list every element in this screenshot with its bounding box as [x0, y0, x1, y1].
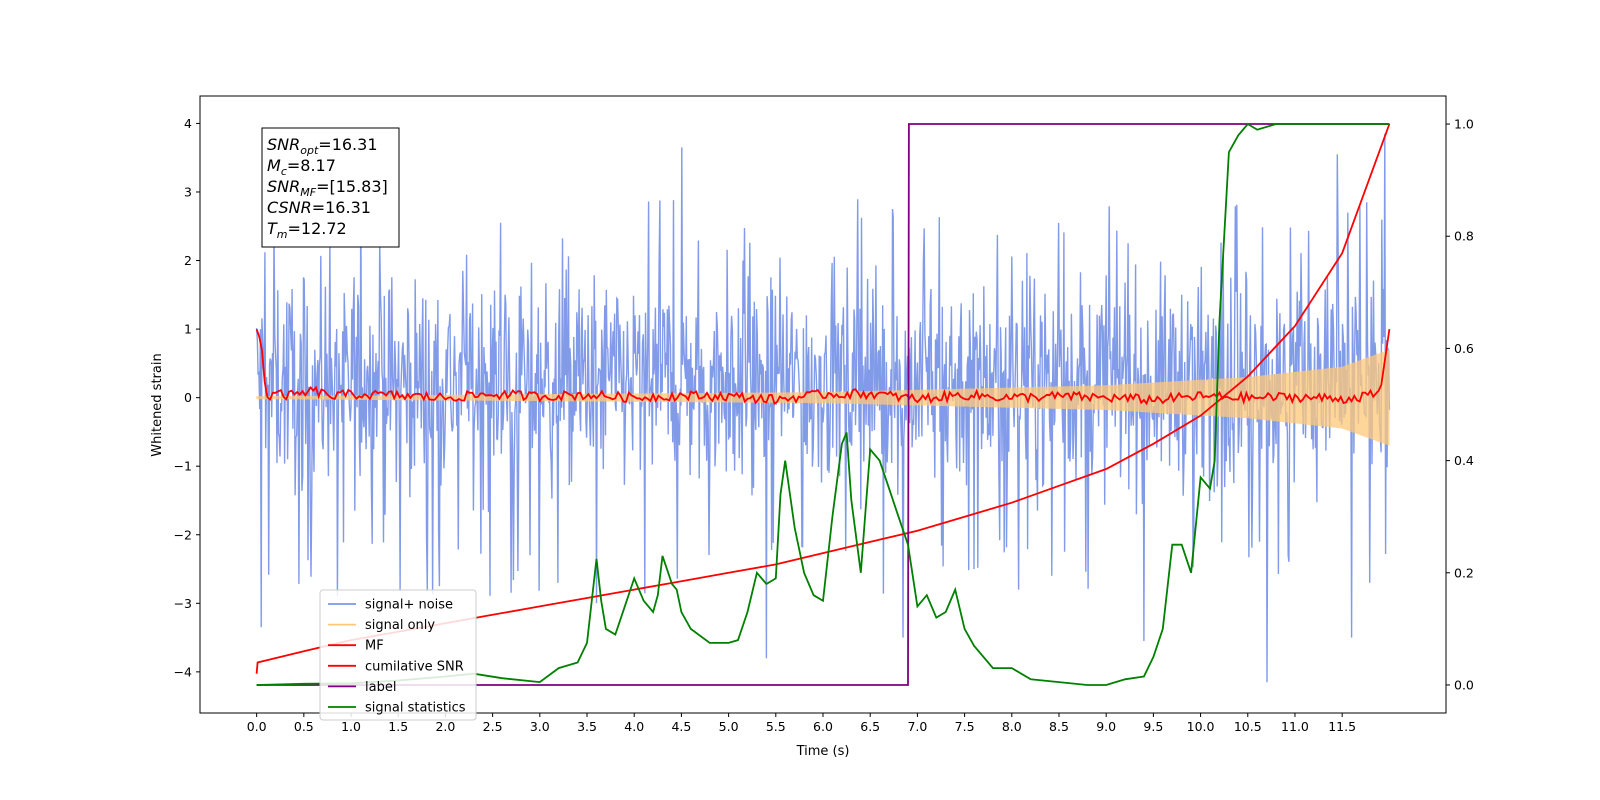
y2-tick-label: 0.6 [1454, 341, 1474, 356]
legend-label: MF [365, 639, 384, 654]
legend: signal+ noise signal only MF cumilative SNR… [319, 589, 477, 721]
x-tick-label: 3.5 [577, 719, 597, 734]
y-tick-label: 1 [184, 322, 192, 337]
legend-label: signal statistics [365, 701, 466, 716]
y-tick-label: 0 [184, 390, 192, 405]
annotation-line: SNRMF=[15.83] [267, 177, 388, 199]
legend-frame [319, 589, 477, 721]
ticks: 0.0 0.5 1.0 1.5 2.0 2.5 3.0 3.5 4.0 4.5 5.0 5.5 6.0 6… [174, 116, 1474, 734]
y-tick-label: −3 [174, 596, 192, 611]
annotation-line: Mc=8.17 [267, 156, 336, 178]
annotation-line: Tm=12.72 [267, 219, 347, 241]
x-tick-label: 8.5 [1049, 719, 1069, 734]
x-tick-label: 8.0 [1002, 719, 1022, 734]
legend-label: signal+ noise [365, 598, 453, 613]
signal-noise-line [255, 133, 1391, 683]
x-tick-label: 5.0 [719, 719, 739, 734]
annotation-line: CSNR=16.31 [267, 198, 371, 217]
x-tick-label: 6.5 [860, 719, 880, 734]
y-tick-label: 2 [184, 253, 192, 268]
x-tick-label: 6.0 [813, 719, 833, 734]
legend-label: signal only [365, 618, 435, 633]
y-axis-label: Whitened strain [150, 353, 165, 456]
y2-tick-label: 0.2 [1454, 565, 1474, 580]
x-axis-label: Time (s) [796, 744, 850, 759]
x-tick-label: 1.0 [341, 719, 361, 734]
label-line [256, 123, 1390, 686]
mf-line [255, 328, 1391, 406]
y-tick-label: −4 [174, 664, 192, 679]
x-tick-label: 0.0 [247, 719, 267, 734]
y-tick-label: −1 [174, 459, 192, 474]
y-tick-label: −2 [174, 527, 192, 542]
y2-tick-label: 1.0 [1454, 117, 1474, 132]
x-tick-label: 9.0 [1096, 719, 1116, 734]
x-tick-label: 3.0 [530, 719, 550, 734]
x-tick-label: 11.0 [1281, 719, 1309, 734]
y2-tick-label: 0.0 [1454, 677, 1474, 692]
legend-label: label [365, 680, 396, 695]
x-tick-label: 10.5 [1234, 719, 1262, 734]
x-tick-label: 4.0 [624, 719, 644, 734]
y2-tick-label: 0.4 [1454, 453, 1474, 468]
x-tick-label: 5.5 [766, 719, 786, 734]
signal-statistics-line [256, 122, 1390, 686]
y2-tick-label: 0.8 [1454, 229, 1474, 244]
y-tick-label: 4 [184, 116, 192, 131]
x-tick-label: 4.5 [671, 719, 691, 734]
x-tick-label: 7.5 [955, 719, 975, 734]
legend-label: cumilative SNR [365, 659, 464, 674]
annotation-line: SNRopt=16.31 [267, 135, 378, 157]
x-tick-label: 11.5 [1328, 719, 1356, 734]
x-tick-label: 2.0 [435, 719, 455, 734]
x-tick-label: 7.0 [907, 719, 927, 734]
y-tick-label: 3 [184, 184, 192, 199]
annotation-frame [261, 127, 400, 248]
stats-annotation: SNRopt=16.31Mc=8.17SNRMF=[15.83]CSNR=16.… [261, 127, 400, 248]
x-tick-label: 0.5 [294, 719, 314, 734]
x-tick-label: 10.0 [1187, 719, 1215, 734]
x-tick-label: 1.5 [388, 719, 408, 734]
x-tick-label: 9.5 [1143, 719, 1163, 734]
x-tick-label: 2.5 [483, 719, 503, 734]
